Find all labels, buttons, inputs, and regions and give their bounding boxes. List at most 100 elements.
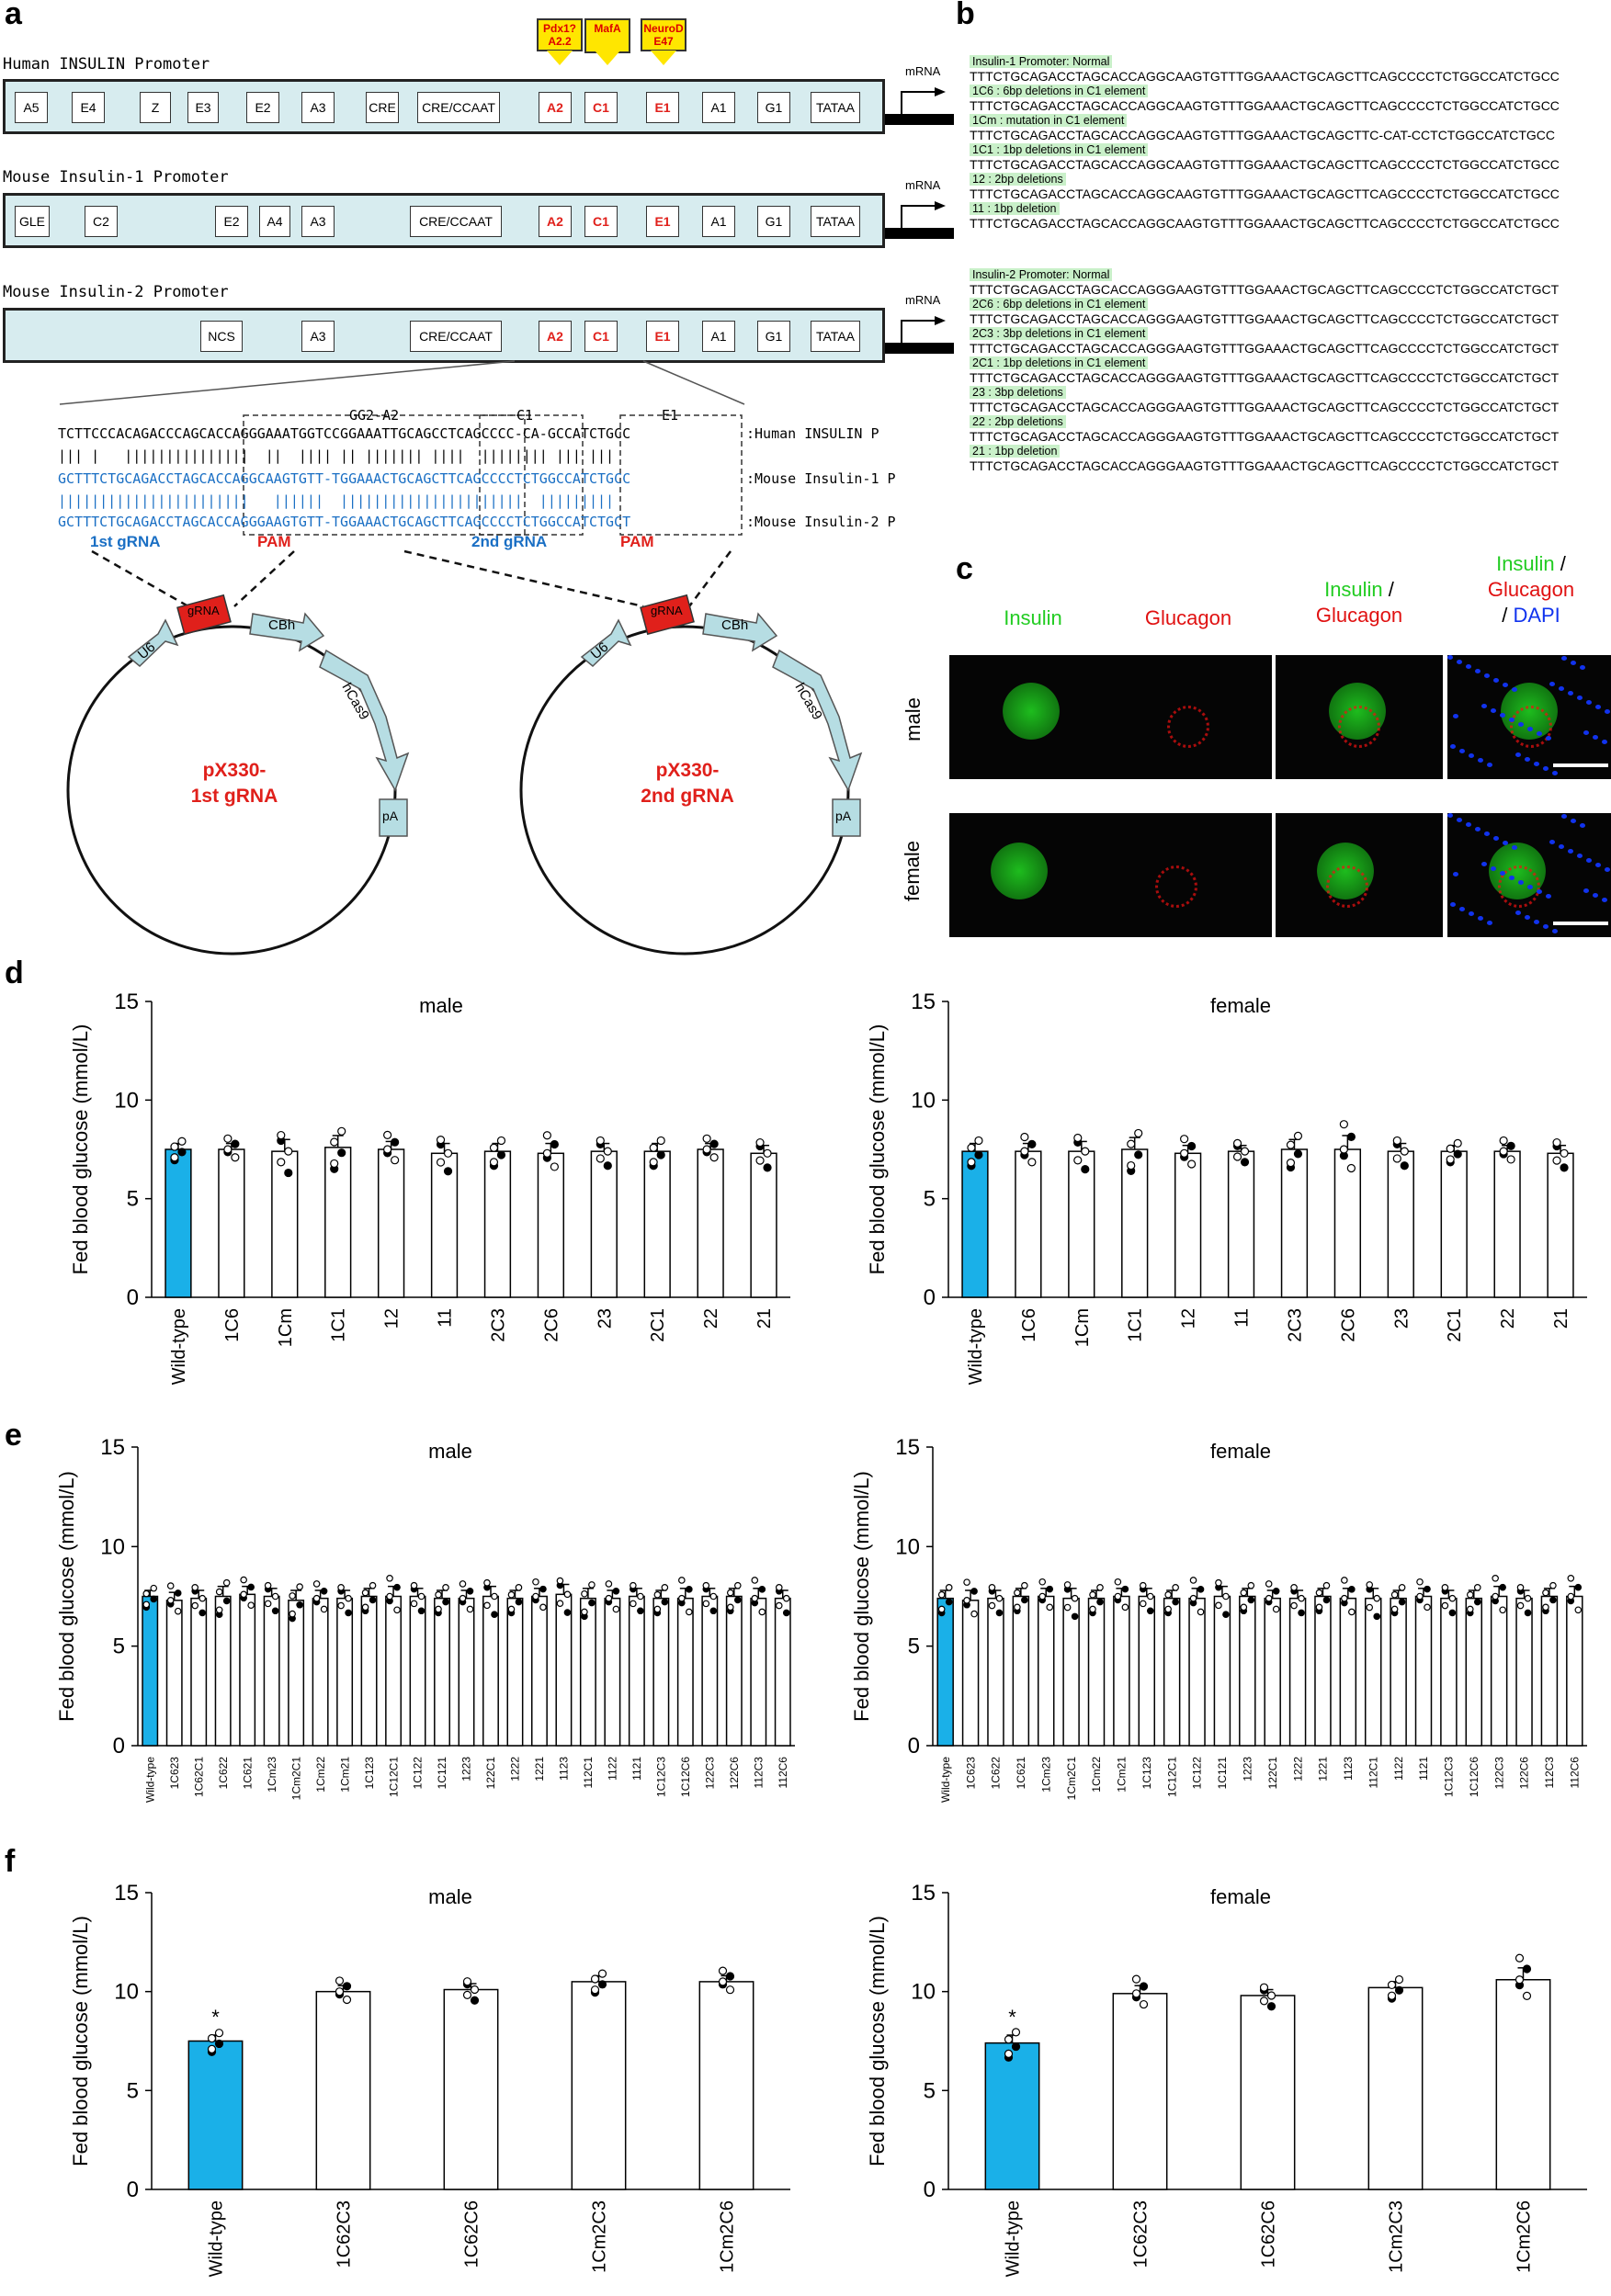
x-tick-label: 1123 — [558, 1757, 571, 1781]
data-point — [330, 1164, 339, 1173]
data-point — [1240, 1147, 1250, 1156]
data-point — [550, 1162, 559, 1171]
data-point — [1339, 1151, 1348, 1160]
data-point — [1073, 1156, 1083, 1165]
data-point — [1139, 1585, 1147, 1593]
data-point — [1172, 1584, 1179, 1591]
data-point — [1298, 1594, 1305, 1602]
data-point — [1215, 1601, 1222, 1610]
promoter-element-a1: A1 — [702, 321, 735, 352]
data-point — [345, 1594, 352, 1602]
data-point — [214, 2029, 224, 2038]
promoter-element-a2: A2 — [539, 92, 572, 123]
data-point — [718, 1977, 728, 1986]
y-axis-label: Fed blood glucose (mmol/L) — [866, 1916, 889, 2166]
data-point — [436, 1158, 446, 1167]
bar — [1121, 1148, 1149, 1298]
x-tick-label: 1223 — [460, 1757, 473, 1781]
align-match-2: ||||||||||||||||||||||| |||||| |||||||||… — [58, 492, 615, 509]
data-point — [1266, 1991, 1276, 2000]
data-point — [410, 1585, 418, 1593]
tf-pdx1-label2: A2.2 — [548, 35, 572, 48]
data-point — [974, 1150, 983, 1159]
data-point — [1552, 1141, 1561, 1151]
y-tick-label: 5 — [127, 2078, 139, 2103]
data-point — [1004, 2035, 1014, 2044]
y-tick-label: 0 — [924, 1285, 936, 1310]
data-point — [320, 1587, 328, 1595]
col-title-merge-dapi: Insulin / Glucagon / DAPI — [1447, 551, 1611, 628]
data-point — [1121, 1603, 1129, 1612]
data-point — [296, 1600, 303, 1609]
tf-neurod-label2: E47 — [653, 35, 674, 48]
x-tick-label: 1C621 — [1015, 1757, 1027, 1790]
bar — [1367, 1986, 1424, 2190]
bar — [537, 1152, 565, 1298]
seq-variant-1-4: TTTCTGCAGACCTAGCACCAGGGAAGTGTTTGGAAACTGC… — [970, 429, 1560, 444]
x-tick-label: 22 — [1498, 1308, 1518, 1329]
data-point — [1441, 1587, 1449, 1595]
data-point — [199, 1609, 207, 1617]
data-point — [1247, 1596, 1255, 1604]
data-point — [1011, 2042, 1021, 2052]
x-tick-label: 1C62C6 — [1259, 2200, 1279, 2268]
data-point — [1272, 1587, 1280, 1595]
data-point — [1187, 1159, 1197, 1169]
tf-mafa: MafA — [584, 18, 630, 53]
x-tick-label: 1Cm2C1 — [1065, 1757, 1078, 1801]
data-point — [289, 1614, 296, 1623]
data-point — [1524, 1594, 1532, 1602]
data-point — [335, 1976, 345, 1985]
plasmid2-grna: gRNA — [651, 604, 683, 617]
x-tick-label: Wild-type — [207, 2200, 227, 2277]
data-point — [1164, 1605, 1172, 1613]
data-point — [542, 1153, 551, 1162]
bar — [312, 1597, 329, 1747]
promoter-element-a2: A2 — [539, 321, 572, 352]
data-point — [1127, 1166, 1136, 1176]
data-point — [1222, 1611, 1230, 1618]
data-point — [1339, 1145, 1348, 1154]
data-point — [214, 2039, 224, 2049]
bar — [1566, 1595, 1583, 1747]
x-tick-label: 1Cm2C3 — [1387, 2200, 1407, 2273]
x-tick-label: 1Cm2C6 — [718, 2200, 738, 2273]
data-point — [733, 1581, 742, 1589]
x-tick-label: 1C123 — [363, 1757, 376, 1790]
x-tick-label: 2C1 — [1445, 1308, 1465, 1342]
mrna-label-0: mRNA — [905, 64, 941, 78]
promoter-element-a4: A4 — [259, 206, 290, 237]
data-point — [596, 1136, 605, 1146]
data-point — [369, 1596, 377, 1604]
data-point — [386, 1592, 393, 1600]
data-point — [337, 1601, 345, 1610]
bar — [165, 1600, 183, 1747]
data-point — [1063, 1581, 1072, 1589]
seq-variant-label-1-5: 21 : 1bp deletion — [970, 445, 1061, 458]
seq-variant-label-0-1: 1Cm : mutation in C1 element — [970, 114, 1128, 127]
data-point — [177, 1137, 187, 1146]
data-point — [1424, 1603, 1431, 1612]
data-point — [1516, 1601, 1525, 1610]
y-tick-label: 10 — [911, 1088, 936, 1113]
y-axis-label: Fed blood glucose (mmol/L) — [69, 1024, 92, 1275]
x-tick-label: 122C6 — [728, 1757, 741, 1790]
data-point — [1552, 1137, 1561, 1148]
plasmid1-pa: pA — [382, 809, 399, 823]
data-point — [1004, 2049, 1014, 2058]
x-tick-label: 12 — [382, 1308, 403, 1329]
x-tick-label: 2C6 — [541, 1308, 562, 1342]
x-tick-label: 1C6 — [222, 1308, 243, 1342]
data-point — [1515, 1975, 1525, 1985]
col3-slash: / — [1388, 578, 1394, 601]
x-tick-label: 1C123 — [1140, 1757, 1153, 1790]
pam1-label: PAM — [257, 533, 291, 550]
data-point — [556, 1577, 564, 1585]
data-point — [974, 1136, 983, 1146]
data-point — [1180, 1152, 1189, 1161]
data-point — [443, 1167, 453, 1176]
x-tick-label: 1C62C1 — [192, 1757, 205, 1797]
bar — [1239, 1595, 1256, 1747]
data-point — [1038, 1596, 1047, 1604]
x-tick-label: 1C622 — [217, 1757, 230, 1790]
